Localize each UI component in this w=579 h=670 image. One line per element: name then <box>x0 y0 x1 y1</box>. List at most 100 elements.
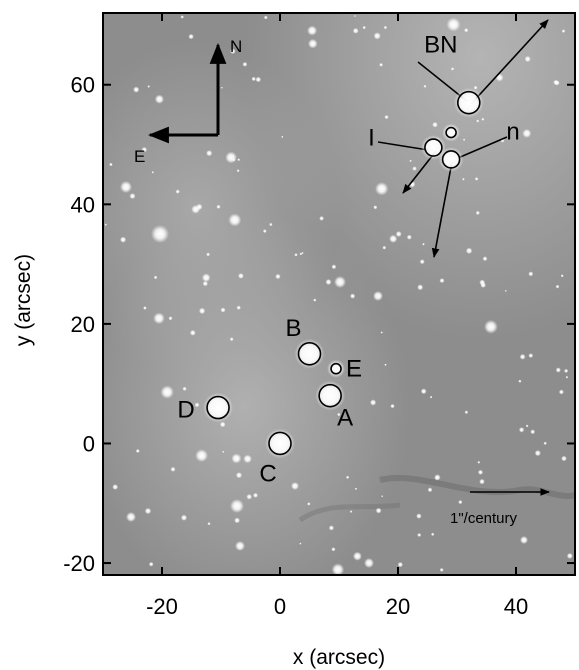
star <box>253 492 258 498</box>
source-label-bn: BN <box>424 32 457 59</box>
star <box>180 15 184 19</box>
star <box>464 410 469 415</box>
star <box>222 450 225 453</box>
star <box>238 273 244 279</box>
star <box>480 282 487 288</box>
star <box>524 55 531 63</box>
star <box>553 79 559 86</box>
source-markers: BN I n B EA D C <box>177 32 519 488</box>
source-i <box>424 138 443 157</box>
star <box>195 449 209 462</box>
star <box>308 38 318 49</box>
star <box>479 478 485 485</box>
star <box>202 280 208 287</box>
star <box>384 115 389 120</box>
star <box>382 245 387 250</box>
y-tick-label: -20 <box>63 551 95 576</box>
star <box>269 222 273 227</box>
star <box>475 210 480 215</box>
star <box>481 117 485 121</box>
source-label-i: I <box>368 125 375 152</box>
star <box>416 513 422 519</box>
star <box>504 289 507 292</box>
star <box>235 472 243 479</box>
star <box>243 454 252 464</box>
star <box>189 329 196 336</box>
star <box>331 563 345 575</box>
star <box>476 119 480 123</box>
bright-star <box>291 482 299 490</box>
star <box>234 517 241 524</box>
y-axis-title: y (arcsec) <box>12 254 35 346</box>
star <box>518 379 522 383</box>
star <box>450 67 455 71</box>
star <box>313 298 317 302</box>
star <box>555 284 560 289</box>
n-leader-line <box>457 136 508 159</box>
bright-star <box>120 181 132 193</box>
star <box>160 385 174 399</box>
star <box>354 15 356 17</box>
star <box>345 475 350 479</box>
star <box>446 17 461 32</box>
star <box>434 474 441 481</box>
star <box>477 469 484 475</box>
star <box>432 121 438 128</box>
star <box>423 84 427 88</box>
bright-star <box>126 512 136 522</box>
star <box>337 412 341 417</box>
star <box>180 514 188 521</box>
star <box>417 533 422 537</box>
star <box>307 502 311 506</box>
star <box>144 507 152 515</box>
star <box>465 247 473 254</box>
star <box>519 353 526 360</box>
x-axis-title: x (arcsec) <box>293 646 385 669</box>
north-label: N <box>230 37 242 56</box>
star <box>141 146 148 153</box>
star <box>129 193 136 200</box>
star <box>422 242 425 246</box>
star <box>427 487 433 493</box>
source-label-c: C <box>259 460 276 487</box>
star <box>380 331 383 334</box>
star <box>153 312 165 325</box>
x-tick-label: 0 <box>274 594 286 619</box>
star <box>188 33 194 40</box>
y-tick-label: 20 <box>71 312 95 337</box>
star <box>331 264 337 270</box>
x-tick-label: 20 <box>386 594 410 619</box>
bn-motion-arrow <box>470 19 549 105</box>
y-tick-label: 60 <box>71 73 95 98</box>
star <box>518 427 525 433</box>
star <box>528 271 534 277</box>
star <box>482 256 488 262</box>
star <box>331 547 336 552</box>
star <box>390 403 395 409</box>
star <box>354 487 358 490</box>
star <box>419 259 425 265</box>
star <box>417 284 424 291</box>
star <box>154 94 164 104</box>
star <box>473 85 478 90</box>
bright-star <box>230 499 244 513</box>
star <box>294 253 298 257</box>
star <box>409 159 412 163</box>
star <box>198 307 206 315</box>
star <box>147 85 150 88</box>
bright-star <box>151 225 169 243</box>
source-b <box>297 341 322 366</box>
star <box>561 455 567 462</box>
axes: -20 0 20 40 -20 0 20 40 60 <box>63 13 575 619</box>
star <box>251 76 256 82</box>
star <box>104 223 108 226</box>
x-tick-label: -20 <box>146 594 178 619</box>
star <box>281 135 284 138</box>
star-field <box>104 15 573 575</box>
star <box>196 203 203 210</box>
star <box>558 389 564 395</box>
scale-bar: 1"/century <box>450 488 550 527</box>
star <box>543 441 547 445</box>
bright-star <box>235 541 245 551</box>
star <box>246 494 252 500</box>
